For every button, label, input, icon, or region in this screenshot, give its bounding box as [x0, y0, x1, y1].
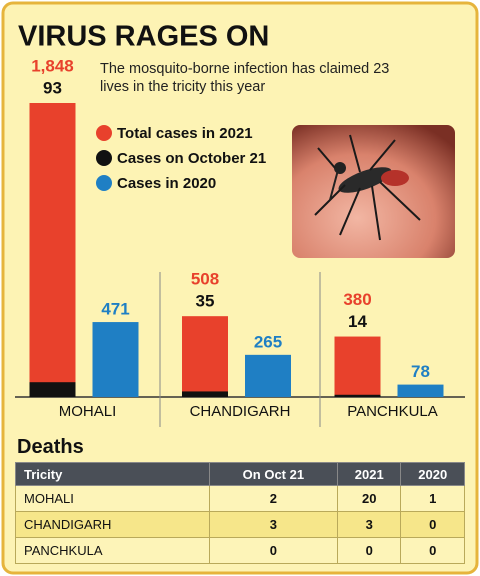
bar: [182, 316, 228, 397]
table-row: PANCHKULA 0 0 0: [15, 537, 465, 564]
table-cell: 0: [400, 511, 465, 538]
bar: [334, 394, 381, 397]
table-cell: 0: [400, 537, 465, 564]
table-row: CHANDIGARH 3 3 0: [15, 511, 465, 538]
value-label: 35: [196, 292, 215, 311]
bar: [29, 382, 76, 397]
table-cell: 0: [336, 537, 402, 564]
legend-swatch: [96, 175, 112, 191]
column-header: 2020: [400, 462, 465, 486]
column-header: 2021: [336, 462, 402, 486]
bar: [92, 322, 139, 397]
column-header: On Oct 21: [208, 462, 338, 486]
subtitle: The mosquito-borne infection has claimed…: [100, 61, 390, 95]
table-cell: 0: [208, 537, 338, 564]
table-cell: MOHALI: [15, 485, 210, 512]
value-label: 1,848: [31, 56, 74, 75]
value-label: 380: [343, 290, 371, 309]
legend-label: Cases in 2020: [117, 175, 216, 192]
table-cell: 3: [336, 511, 402, 538]
bar: [334, 336, 381, 397]
value-label: 471: [101, 300, 129, 319]
deaths-table: Tricity On Oct 21 2021 2020 MOHALI 2 20 1 CHANDI…: [15, 462, 465, 564]
legend-label: Cases on October 21: [117, 150, 266, 167]
table-cell: 1: [400, 485, 465, 512]
value-label: 93: [43, 78, 62, 97]
bar: [397, 384, 444, 397]
bar: [245, 354, 291, 397]
legend-label: Total cases in 2021: [117, 125, 253, 142]
value-label: 265: [254, 332, 282, 351]
table-cell: 3: [208, 511, 338, 538]
table-cell: PANCHKULA: [15, 537, 210, 564]
column-header: Tricity: [15, 462, 210, 486]
x-tick-label: CHANDIGARH: [190, 403, 291, 420]
chart-title: VIRUS RAGES ON: [18, 21, 269, 53]
legend-swatch: [96, 125, 112, 141]
table-cell: 20: [336, 485, 402, 512]
bar: [182, 391, 228, 397]
value-label: 14: [348, 312, 367, 331]
value-label: 78: [411, 362, 430, 381]
table-cell: CHANDIGARH: [15, 511, 210, 538]
bar: [29, 103, 76, 397]
photo: [292, 125, 455, 258]
x-tick-label: PANCHKULA: [347, 403, 438, 420]
legend-swatch: [96, 150, 112, 166]
value-label: 508: [191, 270, 219, 289]
table-cell: 2: [208, 485, 338, 512]
x-tick-label: MOHALI: [59, 403, 117, 420]
table-title: Deaths: [17, 436, 84, 458]
table-row: MOHALI 2 20 1: [15, 485, 465, 512]
